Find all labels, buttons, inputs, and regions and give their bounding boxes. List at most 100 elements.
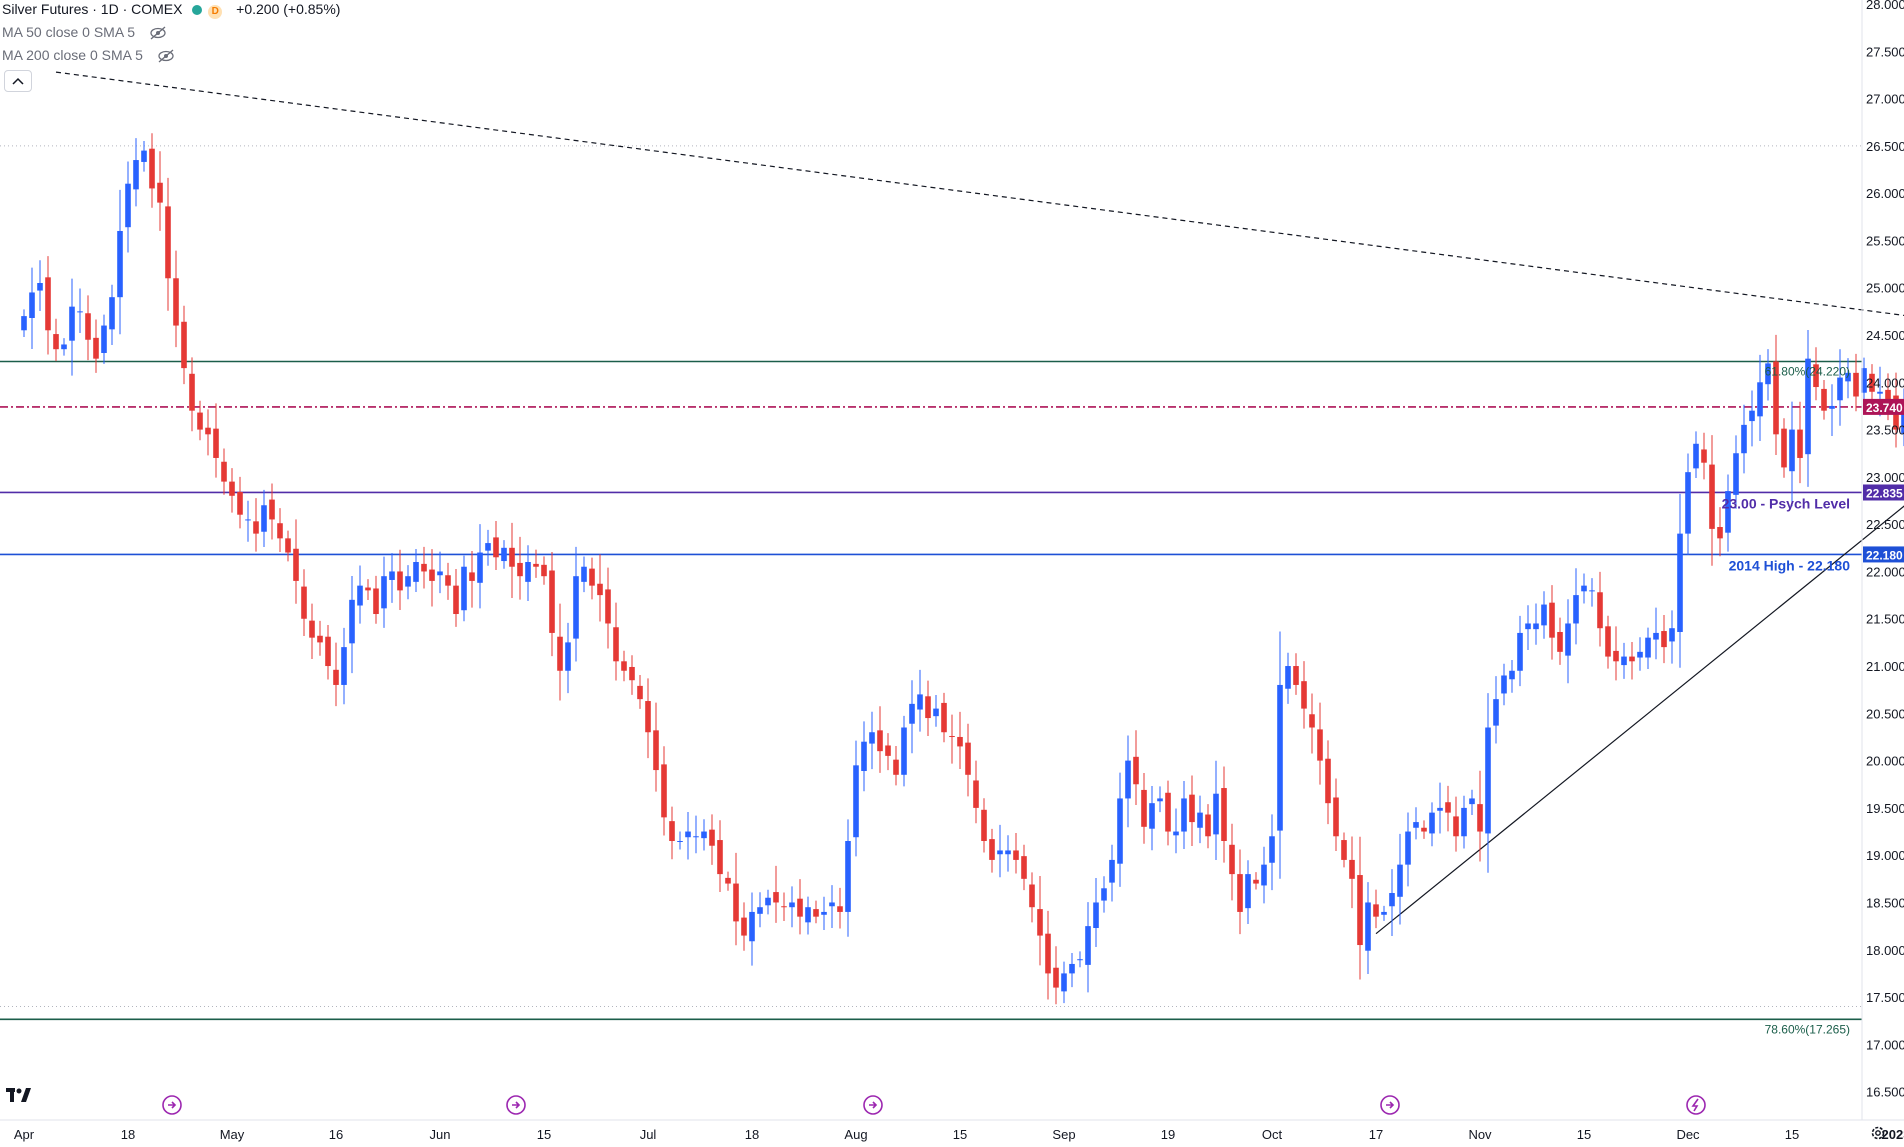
price-tick-label: 21.500 [1866,612,1904,627]
candle [1301,681,1307,709]
candle [1045,933,1051,974]
candle [1109,859,1115,883]
candle [1613,650,1619,662]
indicator-label: MA 200 close 0 SMA 5 [2,47,143,63]
candle [437,571,443,576]
level-label: 61.80%(24.220) [1765,364,1850,378]
gear-icon[interactable] [1869,1124,1887,1147]
candle [829,902,835,907]
candle [101,325,107,353]
candle [1557,631,1563,652]
candle [325,636,331,667]
candle [109,297,115,330]
candle [1693,443,1699,469]
candle [1573,595,1579,624]
candle [1429,812,1435,834]
time-tick-label: 19 [1161,1127,1175,1142]
candle [837,906,843,912]
candle [821,911,827,915]
level-labels: 61.80%(24.220) 78.60%(17.265) 23.00 - Psyc… [1722,364,1851,1036]
price-axis[interactable]: 16.500 17.000 17.500 18.000 18.500 19.000 19.5… [1861,0,1904,1120]
candle [1549,602,1555,638]
tradingview-logo-icon[interactable] [6,1086,32,1110]
candle [149,148,155,189]
candle [317,635,323,643]
candle [301,586,307,619]
candle [1205,814,1211,837]
candle [277,523,283,539]
candle [1101,888,1107,901]
candle [61,344,67,350]
candle [1373,904,1379,917]
price-tag-badge [1863,546,1904,563]
time-tick-label: 18 [745,1127,759,1142]
candle [1509,670,1515,680]
time-axis[interactable]: Apr 18 May 16 Jun 15 Jul 18 Aug 15 Sep 19 Oct 17 Nov 15… [0,1095,1904,1142]
candle [453,585,459,615]
eye-off-icon[interactable] [149,26,167,44]
price-tag-badge [1863,398,1904,415]
candle [1389,893,1395,907]
price-change: +0.200 (+0.85%) [236,1,341,17]
candle [805,907,811,923]
level-label: 2014 High - 22.180 [1729,557,1851,573]
price-tick-label: 27.000 [1866,92,1904,107]
candle [1605,626,1611,657]
event-marker-arrow [1386,1101,1395,1109]
candle [205,427,211,435]
candle [965,742,971,775]
candle [285,538,291,553]
price-tick-label: 17.500 [1866,990,1904,1005]
candle [429,569,435,581]
candle [197,412,203,430]
candle [925,696,931,719]
time-tick-label: 18 [121,1127,135,1142]
candle [1533,623,1539,630]
indicator-legend-ma200[interactable]: MA 200 close 0 SMA 5 [2,46,175,67]
candle [1725,491,1731,533]
interval-badge: D [208,5,223,19]
time-tick-label: 15 [537,1127,551,1142]
candle [53,334,59,350]
candle [1285,666,1291,689]
candle [45,277,51,331]
candle [1829,405,1835,409]
candle [733,883,739,922]
candle [1021,856,1027,879]
candle [253,521,259,534]
candle [349,599,355,644]
candle [1821,388,1827,411]
candle [949,736,955,738]
candle [77,311,83,313]
candle [1805,358,1811,455]
candle [181,321,187,369]
candle [1485,727,1491,834]
collapse-legend-button[interactable] [4,70,32,92]
candle [741,917,747,936]
candle [1661,631,1667,648]
resistance-trendline [55,71,1904,317]
candle [1669,628,1675,642]
candle [1877,391,1883,394]
candle [381,576,387,609]
candle [957,736,963,747]
price-tick-label: 18.500 [1866,895,1904,910]
candle [1357,875,1363,946]
price-tag-badge [1863,484,1904,501]
candle [653,730,659,771]
candle [981,809,987,841]
eye-off-icon[interactable] [157,49,175,67]
candle [1269,836,1275,863]
candle [1365,902,1371,951]
candle [917,694,923,710]
candle [613,627,619,662]
candle [1493,699,1499,726]
candle [1773,361,1779,435]
symbol-legend[interactable]: Silver Futures · 1D · COMEX D +0.200 (+0… [2,0,340,19]
candle [1629,656,1635,662]
candle [813,909,819,917]
indicator-legend-ma50[interactable]: MA 50 close 0 SMA 5 [2,23,167,44]
candle [901,727,907,775]
candle [1077,959,1083,961]
